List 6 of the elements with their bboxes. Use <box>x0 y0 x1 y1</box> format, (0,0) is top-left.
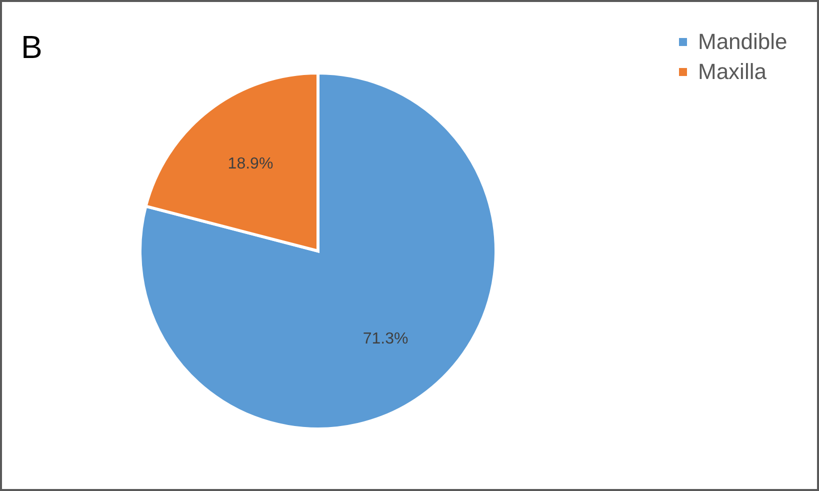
legend-label: Maxilla <box>698 59 768 84</box>
chart-title: B <box>21 29 42 65</box>
pie-slice <box>138 72 498 430</box>
data-label: 71.3% <box>362 330 408 348</box>
legend-label: Mandible <box>698 29 788 54</box>
data-label: 18.9% <box>228 156 274 173</box>
